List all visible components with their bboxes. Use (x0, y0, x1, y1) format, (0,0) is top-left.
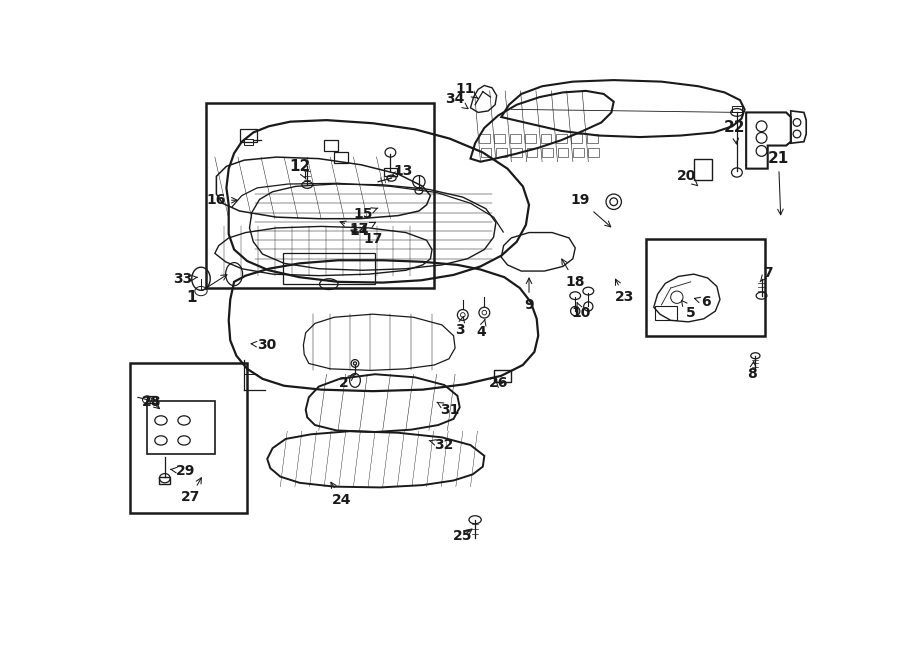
Text: 21: 21 (768, 151, 789, 215)
Text: 33: 33 (173, 272, 198, 286)
Text: 27: 27 (181, 478, 202, 504)
Text: 30: 30 (251, 338, 277, 352)
Bar (733, 106, 742, 112)
Bar (147, 401, 215, 453)
Text: 3: 3 (454, 317, 464, 336)
Text: 9: 9 (524, 278, 534, 312)
Text: 6: 6 (695, 295, 711, 309)
Text: 5: 5 (681, 300, 696, 320)
Text: 25: 25 (453, 529, 472, 543)
Text: 19: 19 (571, 193, 611, 227)
Bar (557, 148, 568, 157)
Text: 17: 17 (340, 221, 369, 237)
Bar (511, 148, 522, 157)
Text: 1: 1 (186, 275, 227, 305)
Bar (159, 477, 170, 485)
Bar (572, 134, 582, 143)
Bar (384, 168, 397, 176)
Bar (324, 140, 338, 151)
Text: 14: 14 (350, 222, 375, 238)
Text: 16: 16 (207, 193, 237, 207)
Text: 23: 23 (615, 279, 634, 304)
Bar (526, 134, 536, 143)
Bar (556, 134, 567, 143)
Text: 28: 28 (142, 395, 161, 409)
Bar (205, 103, 435, 288)
Text: 8: 8 (747, 362, 757, 381)
Bar (646, 239, 765, 336)
Bar (493, 369, 510, 382)
Text: 12: 12 (289, 159, 310, 179)
Text: 20: 20 (677, 169, 698, 186)
Text: 24: 24 (331, 483, 352, 507)
Bar (240, 130, 257, 141)
Text: 32: 32 (429, 438, 454, 452)
Text: 22: 22 (724, 120, 745, 144)
Bar (587, 134, 598, 143)
Bar (542, 148, 553, 157)
Bar (509, 134, 520, 143)
Bar (526, 148, 537, 157)
Bar (479, 134, 490, 143)
Bar (496, 148, 507, 157)
Text: 13: 13 (391, 164, 413, 178)
Text: 31: 31 (437, 403, 459, 416)
Text: 11: 11 (455, 83, 478, 98)
Bar (589, 148, 599, 157)
Text: 15: 15 (353, 207, 378, 221)
Text: 2: 2 (339, 375, 355, 390)
Text: 18: 18 (562, 259, 585, 289)
Text: 34: 34 (446, 93, 468, 108)
Bar (694, 159, 712, 180)
Text: 17: 17 (351, 229, 383, 246)
Bar (147, 396, 157, 403)
Bar (130, 363, 248, 513)
Bar (655, 307, 677, 321)
Bar (334, 153, 348, 163)
Text: 26: 26 (489, 377, 508, 391)
Text: 10: 10 (572, 303, 591, 320)
Bar (481, 148, 491, 157)
Text: 29: 29 (170, 464, 195, 479)
Bar (541, 134, 552, 143)
Text: 4: 4 (476, 319, 486, 339)
Bar (283, 253, 375, 284)
Bar (494, 134, 505, 143)
Bar (244, 139, 254, 145)
Text: 7: 7 (760, 266, 772, 282)
Bar (573, 148, 584, 157)
